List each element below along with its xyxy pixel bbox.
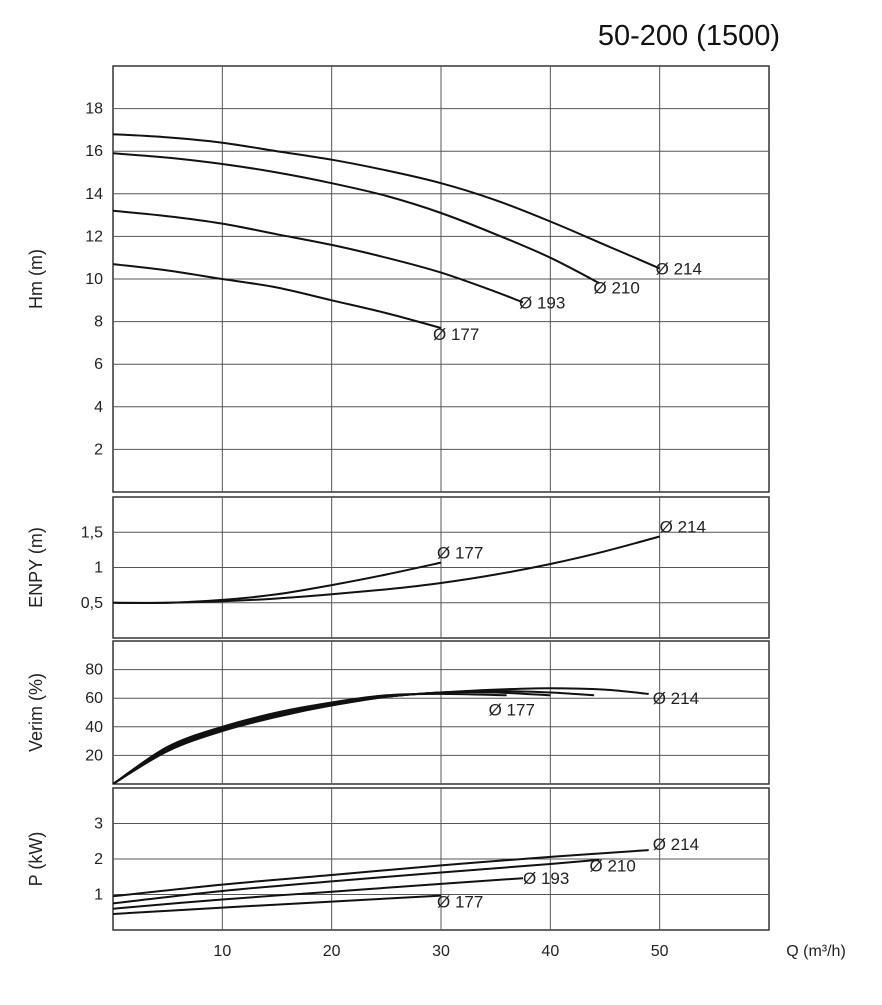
y-tick-label: 2 bbox=[94, 441, 103, 458]
y-tick-label: 0,5 bbox=[81, 595, 103, 612]
y-tick-label: 8 bbox=[94, 314, 103, 331]
curve-label-177: Ø 177 bbox=[437, 544, 483, 563]
y-tick-label: 1 bbox=[94, 887, 103, 904]
y-tick-label: 2 bbox=[94, 851, 103, 868]
y-axis-label: Hm (m) bbox=[26, 249, 46, 309]
panel-head: 2 4 6 8 10 12 14 16 18 Hm (m) Ø 214 Ø 210 Ø 193 Ø 177 bbox=[26, 65, 770, 493]
series-line-177 bbox=[113, 894, 442, 915]
y-tick-label: 6 bbox=[94, 356, 103, 373]
series-line-177 bbox=[113, 561, 442, 604]
curve-label-214: Ø 214 bbox=[660, 517, 706, 536]
y-tick-label: 1 bbox=[94, 560, 103, 577]
series-line-214 bbox=[113, 687, 649, 784]
y-tick-label: 18 bbox=[85, 101, 103, 118]
curve-label-177: Ø 177 bbox=[433, 325, 479, 344]
curve-label-214: Ø 214 bbox=[656, 259, 702, 278]
curve-label-214: Ø 214 bbox=[653, 835, 699, 854]
curve-label-214: Ø 214 bbox=[653, 689, 699, 708]
y-tick-label: 3 bbox=[94, 816, 103, 833]
series-line-193 bbox=[113, 877, 524, 910]
y-axis-label: ENPY (m) bbox=[26, 527, 46, 608]
series-line-193 bbox=[113, 209, 524, 304]
y-tick-label: 60 bbox=[85, 690, 103, 707]
x-tick-label: 20 bbox=[323, 943, 341, 960]
series-line-214 bbox=[113, 133, 661, 270]
series-line-214 bbox=[113, 849, 649, 898]
curve-label-193: Ø 193 bbox=[523, 869, 569, 888]
y-tick-label: 1,5 bbox=[81, 524, 103, 541]
y-axis-label: Verim (%) bbox=[26, 673, 46, 752]
panel-power: 1 2 3 P (kW) Ø 214 Ø 210 Ø 193 Ø 177 10 20 30 40 50 Q… bbox=[26, 787, 846, 960]
panel-npsh: 0,5 1 1,5 ENPY (m) Ø 177 Ø 214 bbox=[26, 496, 770, 639]
y-tick-label: 40 bbox=[85, 719, 103, 736]
y-tick-label: 12 bbox=[85, 228, 103, 245]
y-tick-label: 10 bbox=[85, 271, 103, 288]
series-line-177 bbox=[113, 263, 442, 329]
y-tick-label: 4 bbox=[94, 399, 103, 416]
y-tick-label: 14 bbox=[85, 186, 103, 203]
y-tick-label: 20 bbox=[85, 747, 103, 764]
chart-title: 50-200 (1500) bbox=[597, 20, 780, 52]
curve-label-177: Ø 177 bbox=[489, 700, 535, 719]
y-tick-label: 16 bbox=[85, 143, 103, 160]
y-tick-label: 80 bbox=[85, 662, 103, 679]
series-line-177 bbox=[113, 692, 507, 784]
curve-label-210: Ø 210 bbox=[590, 857, 636, 876]
panel-efficiency: 20 40 60 80 Verim (%) Ø 177 Ø 214 bbox=[26, 640, 770, 785]
curve-label-193: Ø 193 bbox=[519, 293, 565, 312]
series-line-214 bbox=[113, 535, 660, 604]
x-tick-label: 30 bbox=[432, 943, 450, 960]
curve-label-210: Ø 210 bbox=[594, 278, 640, 297]
x-tick-label: 40 bbox=[541, 943, 559, 960]
series-line-210 bbox=[113, 858, 600, 905]
x-tick-label: 10 bbox=[213, 943, 231, 960]
x-axis-label: Q (m³/h) bbox=[786, 943, 846, 960]
y-axis-label: P (kW) bbox=[26, 832, 46, 887]
curve-label-177: Ø 177 bbox=[437, 893, 483, 912]
x-tick-label: 50 bbox=[651, 943, 669, 960]
series-line-210 bbox=[113, 152, 600, 285]
